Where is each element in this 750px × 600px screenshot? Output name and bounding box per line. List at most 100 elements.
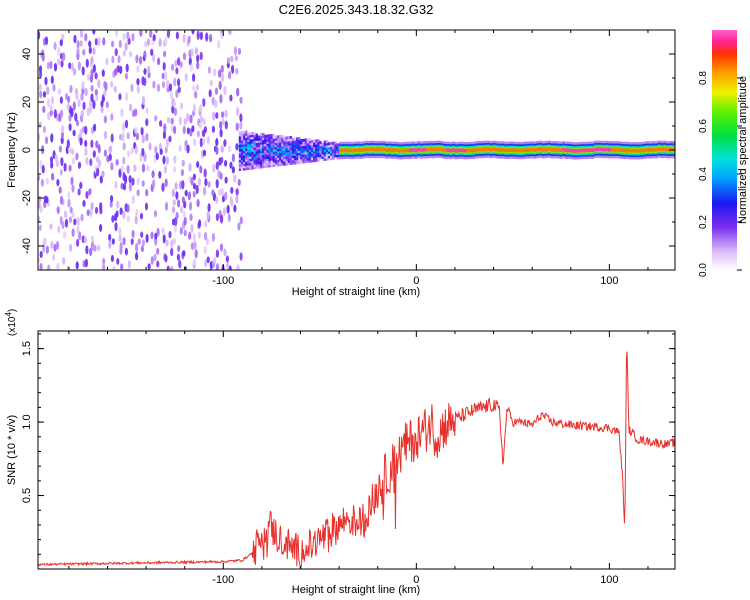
heat-cell: [122, 50, 126, 57]
heat-cell: [174, 59, 178, 67]
heat-cell: [605, 147, 609, 152]
heat-cell: [321, 143, 324, 146]
heat-cell: [283, 156, 286, 160]
heat-cell: [325, 155, 329, 159]
heat-cell: [302, 156, 305, 160]
heat-cell: [188, 231, 192, 240]
heat-cell: [182, 250, 186, 257]
heat-cell: [131, 33, 135, 42]
heat-cell: [270, 146, 273, 150]
heat-cell: [281, 137, 284, 140]
heat-cell: [298, 137, 301, 141]
heat-cell: [183, 216, 187, 226]
heat-cell: [302, 151, 305, 155]
heat-cell: [192, 190, 196, 198]
heat-cell: [199, 165, 203, 174]
heat-cell: [192, 73, 196, 82]
heat-cell: [260, 148, 263, 152]
heat-cell: [162, 130, 166, 140]
heat-cell: [209, 79, 213, 87]
heat-cell: [247, 154, 250, 157]
heat-cell: [99, 175, 103, 184]
heat-cell: [46, 30, 49, 31]
heat-cell: [274, 150, 278, 154]
heat-cell: [308, 155, 312, 159]
heat-cell: [277, 157, 280, 160]
heat-cell: [95, 140, 99, 149]
heat-cell: [274, 159, 278, 163]
snr-marks: [38, 351, 675, 569]
heat-cell: [327, 150, 331, 154]
heat-cell: [260, 154, 263, 158]
heat-cell: [184, 189, 188, 197]
heat-cell: [135, 54, 139, 64]
heat-cell: [287, 157, 290, 161]
heat-cell: [270, 157, 273, 161]
heat-cell: [247, 158, 250, 162]
heat-cell: [170, 125, 174, 132]
heat-cell: [287, 160, 290, 163]
heat-cell: [196, 84, 200, 91]
heat-cell: [251, 138, 254, 142]
heat-cell: [238, 133, 242, 137]
heat-cell: [304, 147, 307, 151]
heat-cell: [38, 65, 43, 73]
heat-cell: [478, 147, 482, 152]
heat-cell: [235, 194, 239, 204]
heat-cell: [211, 232, 215, 243]
snr-multiplier-base: (x10: [7, 316, 18, 336]
heat-cell: [238, 144, 242, 148]
heat-cell: [251, 160, 254, 163]
heat-cell: [235, 122, 239, 131]
heat-cell: [136, 189, 140, 197]
heat-cell: [50, 161, 54, 169]
heat-cell: [49, 109, 53, 117]
heat-cell: [134, 146, 138, 155]
heat-cell: [146, 164, 150, 172]
heat-cell: [94, 72, 98, 80]
snr-multiplier-exp: 4: [4, 312, 13, 317]
heat-cell: [434, 147, 438, 152]
heat-cell: [588, 148, 592, 152]
heat-cell: [129, 103, 133, 112]
heat-cell: [116, 257, 120, 265]
heat-cell: [110, 80, 114, 88]
heat-cell: [397, 148, 400, 153]
heat-cell: [253, 153, 256, 157]
heat-cell: [620, 148, 623, 152]
heat-cell: [50, 75, 54, 85]
heat-cell: [253, 161, 256, 165]
heat-cell: [224, 160, 228, 167]
heat-cell: [262, 156, 265, 160]
heat-cell: [118, 168, 122, 178]
heat-cell: [114, 222, 118, 232]
snr-multiplier-close: ): [7, 309, 18, 312]
heat-cell: [334, 154, 337, 158]
heat-cell: [85, 245, 89, 255]
heat-cell: [235, 143, 239, 151]
heat-cell: [89, 247, 93, 257]
heat-cell: [96, 167, 100, 177]
heat-cell: [279, 145, 282, 149]
heat-cell: [150, 231, 154, 240]
heat-cell: [181, 159, 185, 167]
heat-cell: [330, 146, 333, 150]
heat-cell: [88, 100, 93, 108]
heat-cell: [281, 147, 284, 151]
heat-cell: [408, 148, 412, 153]
heat-cell: [332, 152, 335, 156]
heat-cell: [151, 170, 155, 179]
heat-cell: [294, 152, 297, 156]
heat-cell: [249, 136, 252, 140]
snr-ylabel: SNR (10 * v/v): [6, 415, 18, 485]
heat-cell: [80, 213, 84, 222]
heat-cell: [501, 148, 505, 152]
heat-cell: [289, 148, 293, 152]
heat-cell: [296, 139, 299, 143]
heat-cell: [266, 162, 269, 166]
heat-cell: [249, 164, 252, 168]
heat-cell: [166, 30, 170, 39]
heat-cell: [599, 147, 603, 152]
heat-cell: [313, 154, 316, 158]
heat-cell: [257, 157, 261, 161]
